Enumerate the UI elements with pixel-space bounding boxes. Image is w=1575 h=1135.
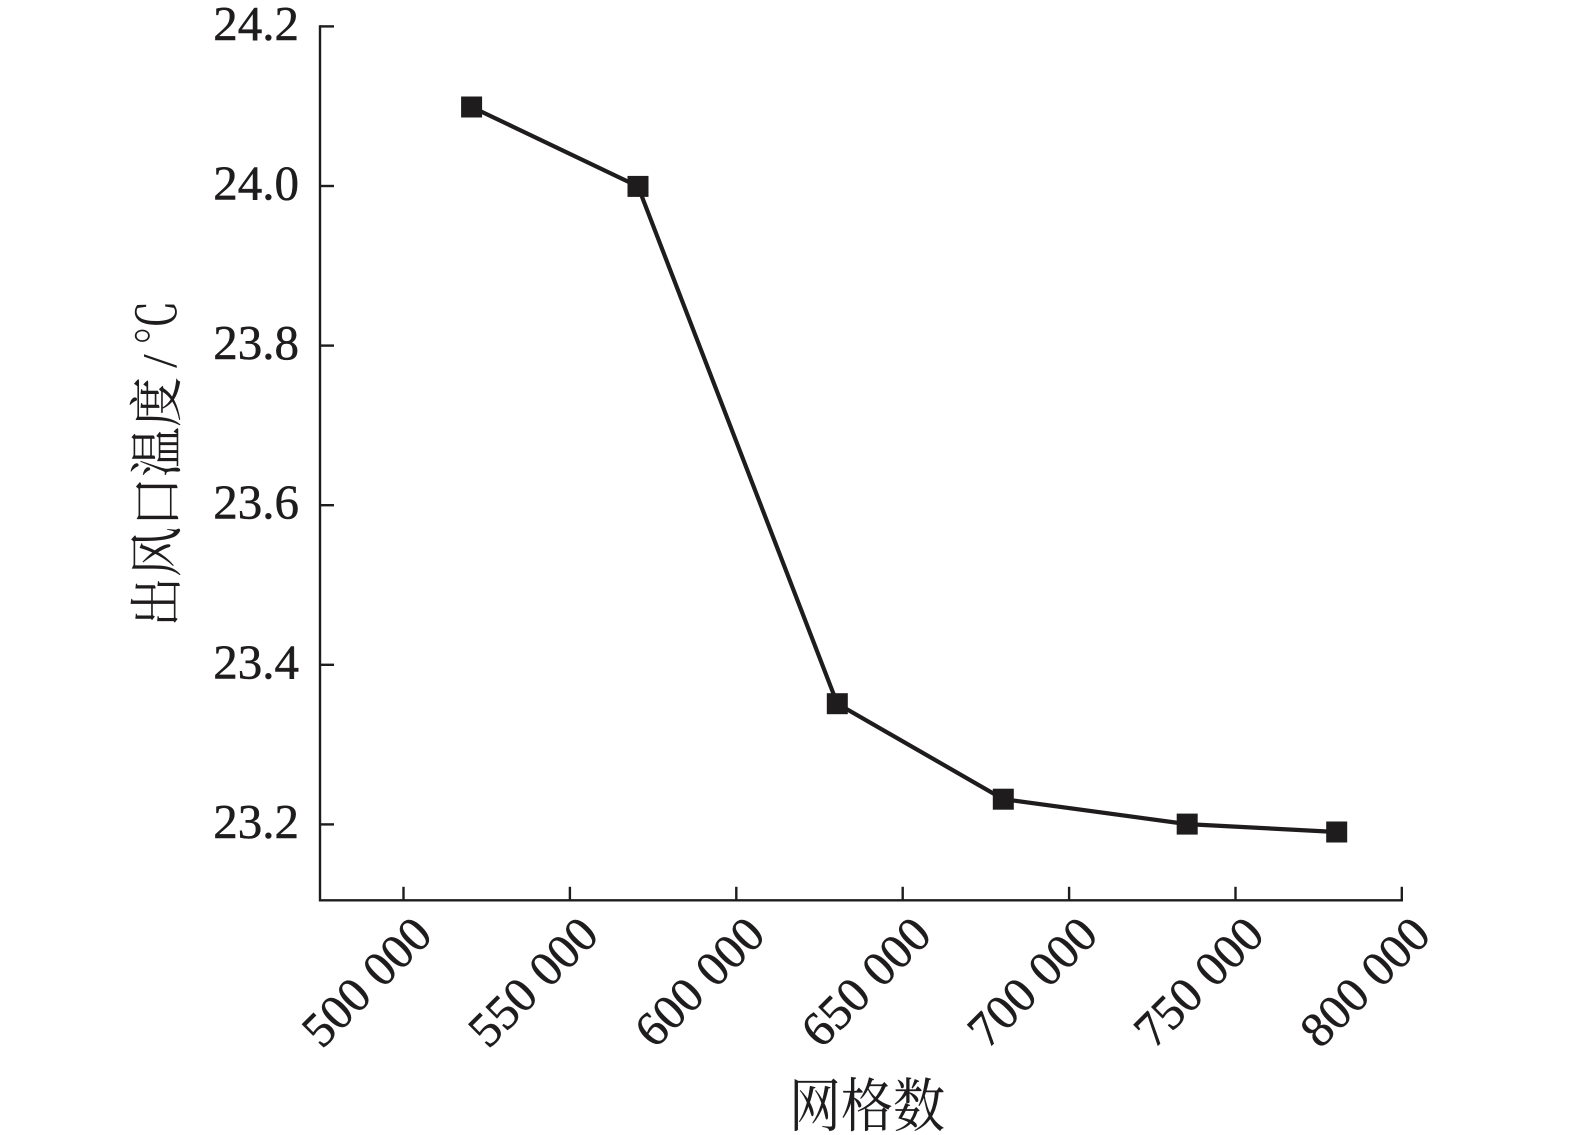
svg-text:23.4: 23.4 [213, 634, 299, 689]
svg-text:24.2: 24.2 [213, 0, 299, 51]
svg-text:/: / [132, 354, 187, 368]
svg-text:23.6: 23.6 [213, 475, 299, 530]
svg-text:23.2: 23.2 [213, 794, 299, 849]
svg-text:23.8: 23.8 [213, 315, 299, 370]
svg-text:24.0: 24.0 [213, 156, 299, 211]
